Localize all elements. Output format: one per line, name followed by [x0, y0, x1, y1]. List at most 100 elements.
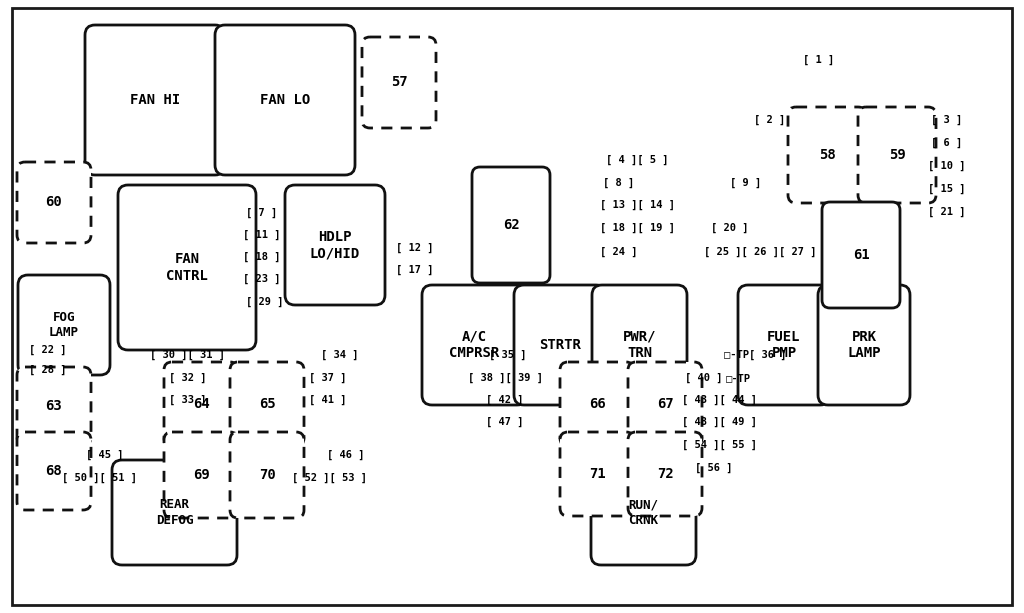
Text: 66: 66	[589, 397, 605, 411]
Text: [ 7 ]: [ 7 ]	[247, 208, 278, 218]
Text: [ 34 ]: [ 34 ]	[322, 350, 358, 360]
Text: 70: 70	[259, 468, 275, 482]
Text: 61: 61	[853, 248, 869, 262]
Text: PWR/
TRN: PWR/ TRN	[623, 330, 656, 360]
FancyBboxPatch shape	[628, 362, 702, 446]
FancyBboxPatch shape	[12, 8, 1012, 605]
Text: [ 6 ]: [ 6 ]	[932, 138, 963, 148]
FancyBboxPatch shape	[17, 432, 91, 510]
Text: [ 54 ][ 55 ]: [ 54 ][ 55 ]	[683, 440, 758, 450]
Text: 60: 60	[46, 196, 62, 210]
Text: [ 29 ]: [ 29 ]	[246, 297, 284, 307]
Text: [ 3 ]: [ 3 ]	[932, 115, 963, 125]
Text: [ 40 ]: [ 40 ]	[685, 373, 723, 383]
Text: [ 45 ]: [ 45 ]	[86, 450, 124, 460]
Text: RUN/
CRNK: RUN/ CRNK	[629, 498, 658, 527]
FancyBboxPatch shape	[591, 460, 696, 565]
Text: 59: 59	[889, 148, 905, 162]
FancyBboxPatch shape	[738, 285, 830, 405]
Text: 72: 72	[656, 467, 674, 481]
Text: [ 47 ]: [ 47 ]	[486, 417, 523, 427]
FancyBboxPatch shape	[285, 185, 385, 305]
Text: REAR
DEFOG: REAR DEFOG	[156, 498, 194, 527]
Text: 68: 68	[46, 464, 62, 478]
Text: [ 18 ][ 19 ]: [ 18 ][ 19 ]	[599, 223, 675, 233]
Text: 63: 63	[46, 399, 62, 413]
Text: [ 8 ]: [ 8 ]	[603, 178, 635, 188]
Text: [ 43 ][ 44 ]: [ 43 ][ 44 ]	[683, 395, 758, 405]
Text: STRTR: STRTR	[539, 338, 581, 352]
FancyBboxPatch shape	[85, 25, 225, 175]
Text: FUEL
PMP: FUEL PMP	[767, 330, 801, 360]
Text: 69: 69	[193, 468, 209, 482]
FancyBboxPatch shape	[164, 432, 238, 518]
Text: [ 24 ]: [ 24 ]	[600, 247, 638, 257]
Text: A/C
CMPRSR: A/C CMPRSR	[450, 330, 500, 360]
Text: [ 23 ]: [ 23 ]	[244, 274, 281, 284]
Text: [ 28 ]: [ 28 ]	[30, 365, 67, 375]
FancyBboxPatch shape	[788, 107, 866, 203]
FancyBboxPatch shape	[230, 362, 304, 446]
Text: [ 15 ]: [ 15 ]	[928, 184, 966, 194]
Text: [ 25 ][ 26 ][ 27 ]: [ 25 ][ 26 ][ 27 ]	[703, 247, 816, 257]
FancyBboxPatch shape	[472, 167, 550, 283]
Text: [ 22 ]: [ 22 ]	[30, 345, 67, 355]
FancyBboxPatch shape	[822, 202, 900, 308]
Text: [ 18 ]: [ 18 ]	[244, 252, 281, 262]
Text: [ 10 ]: [ 10 ]	[928, 161, 966, 171]
Text: [ 38 ][ 39 ]: [ 38 ][ 39 ]	[468, 373, 543, 383]
Text: [ 20 ]: [ 20 ]	[712, 223, 749, 233]
FancyBboxPatch shape	[362, 37, 436, 128]
Text: [ 56 ]: [ 56 ]	[695, 463, 733, 473]
FancyBboxPatch shape	[17, 162, 91, 243]
Text: 65: 65	[259, 397, 275, 411]
Text: [ 4 ][ 5 ]: [ 4 ][ 5 ]	[606, 155, 669, 165]
FancyBboxPatch shape	[17, 367, 91, 445]
FancyBboxPatch shape	[422, 285, 527, 405]
Text: [ 41 ]: [ 41 ]	[309, 395, 347, 405]
Text: [ 2 ]: [ 2 ]	[755, 115, 785, 125]
Text: [ 17 ]: [ 17 ]	[396, 265, 434, 275]
Text: [ 1 ]: [ 1 ]	[804, 55, 835, 65]
Text: □-TP: □-TP	[725, 373, 751, 383]
Text: [ 9 ]: [ 9 ]	[730, 178, 762, 188]
Text: [ 35 ]: [ 35 ]	[489, 350, 526, 360]
FancyBboxPatch shape	[858, 107, 936, 203]
FancyBboxPatch shape	[164, 362, 238, 446]
Text: 58: 58	[818, 148, 836, 162]
FancyBboxPatch shape	[230, 432, 304, 518]
FancyBboxPatch shape	[112, 460, 237, 565]
Text: [ 32 ]: [ 32 ]	[169, 373, 207, 383]
Text: FAN LO: FAN LO	[260, 93, 310, 107]
Text: [ 46 ]: [ 46 ]	[328, 450, 365, 460]
FancyBboxPatch shape	[592, 285, 687, 405]
Text: 57: 57	[390, 75, 408, 89]
Text: [ 11 ]: [ 11 ]	[244, 230, 281, 240]
Text: 62: 62	[503, 218, 519, 232]
FancyBboxPatch shape	[118, 185, 256, 350]
FancyBboxPatch shape	[18, 275, 110, 375]
Text: FOG
LAMP: FOG LAMP	[49, 311, 79, 339]
FancyBboxPatch shape	[560, 362, 634, 446]
Text: [ 30 ][ 31 ]: [ 30 ][ 31 ]	[151, 350, 225, 360]
Text: [ 52 ][ 53 ]: [ 52 ][ 53 ]	[293, 473, 368, 483]
FancyBboxPatch shape	[560, 432, 634, 516]
Text: PRK
LAMP: PRK LAMP	[847, 330, 881, 360]
Text: FAN HI: FAN HI	[130, 93, 180, 107]
FancyBboxPatch shape	[628, 432, 702, 516]
Text: [ 12 ]: [ 12 ]	[396, 243, 434, 253]
Text: [ 33 ]: [ 33 ]	[169, 395, 207, 405]
Text: [ 48 ][ 49 ]: [ 48 ][ 49 ]	[683, 417, 758, 427]
Text: [ 13 ][ 14 ]: [ 13 ][ 14 ]	[599, 200, 675, 210]
FancyBboxPatch shape	[818, 285, 910, 405]
Text: 71: 71	[589, 467, 605, 481]
FancyBboxPatch shape	[514, 285, 606, 405]
FancyBboxPatch shape	[215, 25, 355, 175]
Text: 67: 67	[656, 397, 674, 411]
Text: 64: 64	[193, 397, 209, 411]
Text: [ 37 ]: [ 37 ]	[309, 373, 347, 383]
Text: FAN
CNTRL: FAN CNTRL	[166, 253, 208, 283]
Text: [ 50 ][ 51 ]: [ 50 ][ 51 ]	[62, 473, 137, 483]
Text: □-TP[ 36 ]: □-TP[ 36 ]	[724, 350, 786, 360]
Text: HDLP
LO/HID: HDLP LO/HID	[310, 230, 360, 260]
